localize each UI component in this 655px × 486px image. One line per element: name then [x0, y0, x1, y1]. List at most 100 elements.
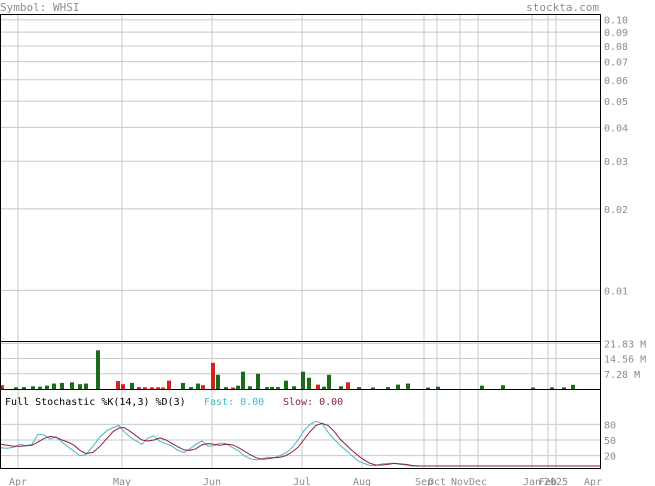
volume-bar [386, 387, 390, 389]
price-tick-label: 0.02 [604, 205, 628, 216]
price-tick-label: 0.09 [604, 28, 628, 39]
volume-bar [316, 384, 320, 389]
volume-bar [60, 382, 64, 389]
volume-bar [531, 387, 535, 389]
price-frame [0, 14, 601, 342]
stochastic-title: Full Stochastic %K(14,3) %D(3) [5, 397, 186, 408]
price-panel: 0.100.09 0.08 0.07 0.06 0.05 0.04 0.03 0.02 0.01 [0, 14, 628, 342]
symbol-label: Symbol: WHSI [0, 1, 79, 14]
price-tick-label: 0.07 [604, 58, 628, 69]
volume-bar [161, 387, 165, 389]
price-tick-label: 0.05 [604, 97, 628, 108]
volume-bar [406, 383, 410, 389]
stochastic-frame [0, 389, 601, 469]
volume-bar [181, 382, 185, 389]
volume-bar [236, 385, 240, 389]
slow-label: Slow: 0.00 [283, 397, 343, 408]
volume-bar [396, 384, 400, 389]
price-tick-label: 0.08 [604, 42, 628, 53]
x-tick-label-oct: Oct [428, 477, 446, 486]
volume-bar [156, 387, 160, 389]
volume-panel: 21.83 M 14.56 M 7.28 M [0, 339, 646, 390]
volume-bar [116, 381, 120, 389]
volume-bar [143, 387, 147, 389]
volume-bar [137, 387, 141, 389]
volume-bar [224, 387, 228, 389]
site-label: stockta.com [526, 1, 599, 14]
volume-bar [248, 386, 252, 389]
x-tick-label-jan: Jan [523, 477, 541, 486]
volume-bar [426, 387, 430, 389]
x-tick-label-aug: Aug [353, 477, 371, 486]
volume-bar [562, 387, 566, 389]
x-tick-label-dec: Dec [469, 477, 487, 486]
price-tick-label: 0.04 [604, 123, 628, 134]
slow-line [0, 422, 600, 467]
fast-label: Fast: 0.00 [204, 397, 264, 408]
volume-bar [501, 385, 505, 389]
volume-bar [480, 385, 484, 389]
volume-bar [189, 387, 193, 389]
volume-bar [322, 386, 326, 389]
stochastic-tick-label: 20 [604, 452, 616, 463]
volume-bar [52, 383, 56, 389]
volume-bar [84, 383, 88, 389]
price-tick-label: 0.01 [604, 286, 628, 297]
volume-bar [78, 384, 82, 389]
fast-line [0, 420, 600, 467]
price-tick-label: 0.10 [604, 16, 628, 27]
volume-bar [31, 386, 35, 389]
volume-bar [265, 387, 269, 389]
volume-bar [70, 382, 74, 389]
volume-bar [241, 371, 245, 389]
volume-bar [346, 382, 350, 389]
volume-bar [14, 387, 18, 389]
stochastic-tick-label: 80 [604, 420, 616, 431]
volume-bar [231, 387, 235, 389]
volume-bar [339, 386, 343, 389]
volume-bar [167, 380, 171, 389]
volume-bar [45, 385, 49, 389]
volume-bar [22, 387, 26, 389]
volume-frame [0, 341, 601, 390]
volume-bar [216, 374, 220, 389]
x-tick-label-apr: Apr [9, 477, 27, 486]
volume-tick-label: 14.56 M [604, 355, 646, 366]
volume-bar [327, 374, 331, 389]
volume-bar [550, 387, 554, 389]
stochastic-panel: Full Stochastic %K(14,3) %D(3) Fast: 0.0… [0, 389, 616, 469]
volume-bar [307, 377, 311, 389]
volume-tick-label: 21.83 M [604, 339, 646, 350]
x-tick-label-jun: Jun [203, 477, 221, 486]
volume-bar [270, 386, 274, 389]
price-tick-label: 0.06 [604, 76, 628, 87]
x-tick-label-may: May [113, 477, 131, 486]
x-tick-label-jul: Jul [293, 477, 311, 486]
volume-bar [121, 384, 125, 389]
x-tick-label-apr: Apr [584, 477, 602, 486]
volume-bar [276, 387, 280, 389]
volume-bar [0, 385, 4, 389]
volume-bar [96, 350, 100, 389]
x-tick-label-feb: Feb [539, 477, 557, 486]
volume-bar [150, 387, 154, 389]
volume-bar [38, 386, 42, 389]
volume-bar [371, 387, 375, 389]
volume-bar [571, 384, 575, 389]
volume-bar [201, 385, 205, 389]
volume-bar [301, 371, 305, 389]
volume-bar [196, 383, 200, 389]
volume-bar [256, 373, 260, 389]
x-tick-label-2025: 2025 [544, 477, 568, 486]
x-tick-label-sep: Sep [415, 477, 433, 486]
stochastic-tick-label: 50 [604, 436, 616, 447]
volume-bar [284, 380, 288, 389]
volume-bar [211, 362, 215, 389]
price-tick-label: 0.03 [604, 157, 628, 168]
x-tick-label-nov: Nov [451, 477, 469, 486]
volume-bar [436, 386, 440, 389]
volume-bar [130, 382, 134, 389]
volume-bar [292, 386, 296, 389]
volume-tick-label: 7.28 M [604, 370, 640, 381]
